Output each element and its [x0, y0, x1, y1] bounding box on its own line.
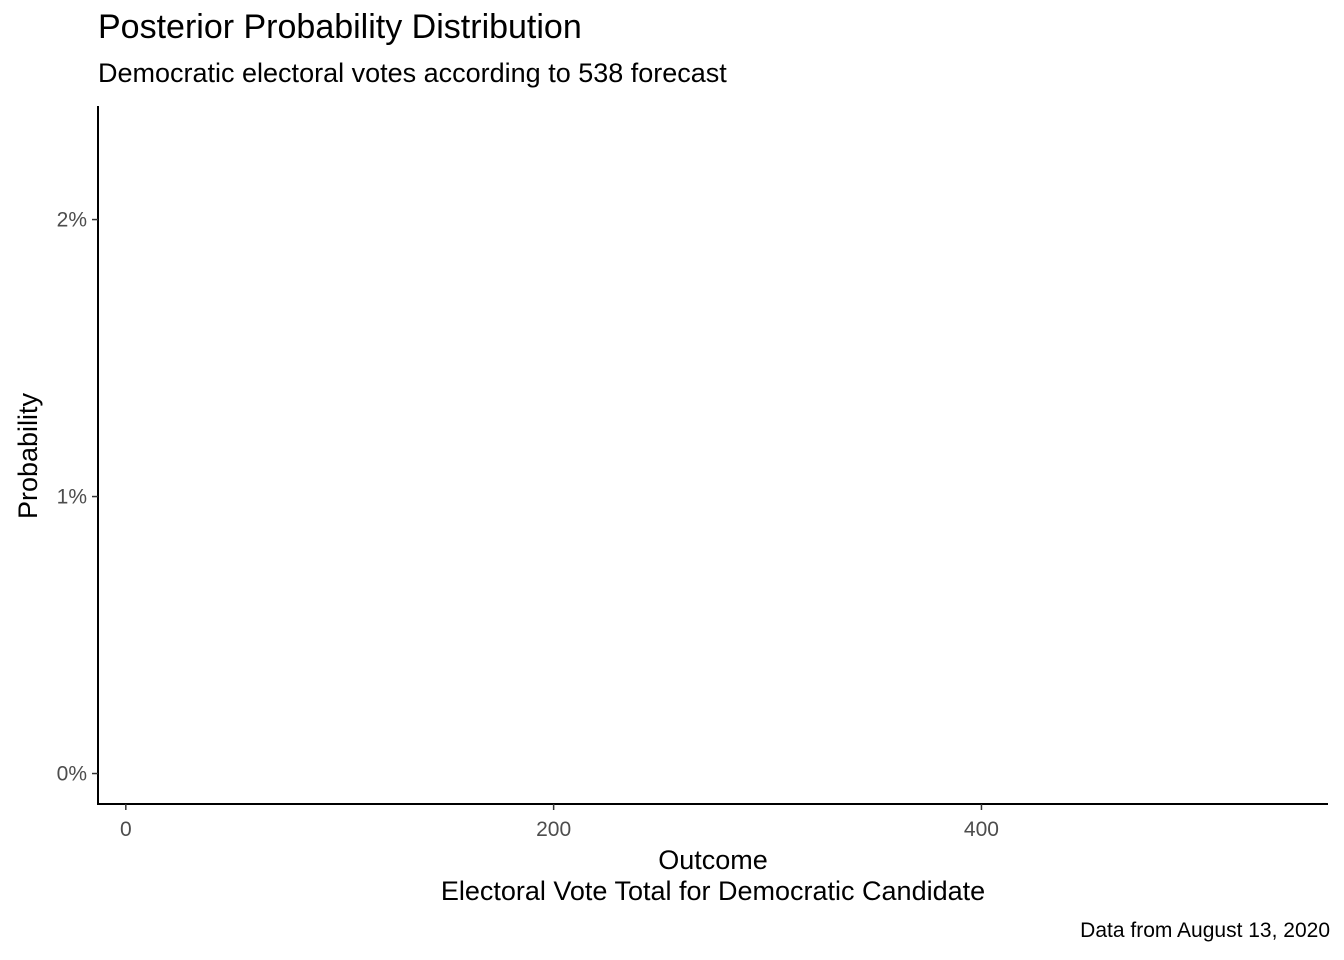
x-ticks: 0 200 400: [120, 804, 999, 841]
chart-caption: Data from August 13, 2020: [1080, 919, 1330, 942]
y-tick-label: 0%: [57, 763, 87, 786]
x-tick-label: 0: [120, 818, 132, 841]
y-axis-title: Probability: [13, 392, 43, 519]
y-tick-label: 2%: [57, 209, 87, 232]
y-tick-label: 1%: [57, 486, 87, 509]
chart-title: Posterior Probability Distribution: [98, 8, 582, 46]
y-ticks: 0% 1% 2%: [57, 209, 98, 786]
x-axis-subtitle: Electoral Vote Total for Democratic Cand…: [441, 876, 985, 906]
x-tick-label: 200: [536, 818, 571, 841]
x-tick-label: 400: [964, 818, 999, 841]
x-axis-title: Outcome: [658, 845, 768, 875]
chart-subtitle: Democratic electoral votes according to …: [98, 58, 727, 88]
